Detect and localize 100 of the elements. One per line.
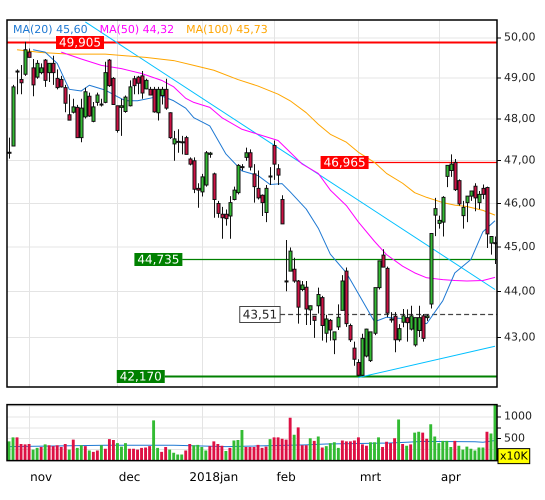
bar [469,448,472,461]
y-tick-label: 43,00 [504,330,536,344]
bar [52,446,55,461]
bar [365,446,368,461]
bar [272,437,276,461]
bar [457,446,460,461]
bar [32,450,35,461]
bar [393,438,396,461]
bar [477,447,480,461]
bar [84,446,87,461]
bar [268,439,272,461]
bar [216,444,220,461]
bar [288,418,292,461]
bar [409,444,412,461]
bar [465,446,468,461]
bar [417,432,420,461]
y-tick-label: 45,00 [504,240,536,253]
ref-line-label: 43,51 [242,308,278,322]
bar [116,443,119,461]
bar [36,448,39,461]
bar [212,441,216,461]
y-tick-label: 50,00 [504,30,536,44]
bar [494,405,496,461]
bar [248,447,252,461]
bar [481,447,484,461]
bar [332,442,336,461]
bar [148,446,152,461]
bar [224,450,228,461]
ref-line-label: 49,905 [59,36,101,50]
bar [352,440,356,461]
bar [369,442,372,461]
bar [92,452,95,461]
bar [128,448,131,461]
bar [413,432,416,461]
ref-line-label: 46,965 [324,156,366,170]
y-tick-label: 46,00 [504,196,536,210]
bar [28,444,31,461]
bar [120,446,123,461]
bar [164,447,168,461]
y-tick-label: 44,00 [504,284,536,298]
bar [40,447,43,461]
bar [172,452,176,461]
x-tick-label: mrt [360,470,382,484]
bar [240,430,244,461]
bar [244,447,248,461]
bar [344,441,348,461]
bar [252,447,256,461]
bar [124,443,127,461]
bar [385,442,388,461]
bar [461,450,464,461]
bar [136,450,139,461]
bar [48,445,51,461]
ref-line-label: 42,170 [120,370,162,384]
text: MA(50) 44,32 [100,22,174,36]
y-tick-label: 48,00 [504,112,536,125]
bar [453,440,456,461]
y-axis-title: x10K [500,449,529,462]
text: MA(100) 45,73 [186,22,268,36]
text: MA(20) 45,60 [13,22,88,36]
x-tick-label: feb [276,470,296,484]
bar [16,437,18,461]
bar [296,427,300,461]
y-tick-label: 47,00 [504,154,536,167]
bar [292,434,296,461]
bar [260,448,264,461]
bar [204,450,208,461]
bar [44,444,47,461]
x-tick-label: 2018jan [189,470,238,484]
bar [356,437,360,461]
y-tick-label: 500 [504,432,525,445]
bar [220,446,224,461]
bar [88,450,91,461]
ref-line-label: 44,735 [137,252,180,267]
bar [256,444,260,461]
bar [264,446,268,461]
bar [100,445,103,461]
bar [328,443,332,461]
bar [397,419,400,461]
x-tick-label: dec [118,470,140,484]
bar [12,437,14,461]
bar [280,438,284,461]
bar [473,450,476,461]
bar [112,440,115,461]
x-tick-label: apr [440,470,461,484]
bar [108,439,111,461]
x-tick-label: nov [30,470,52,484]
bar [348,441,352,461]
bar [276,437,280,461]
bar [140,448,143,461]
bar [144,447,148,461]
y-tick-label: 49,00 [504,70,536,84]
bar [152,420,156,461]
bar [340,440,344,461]
bar [132,448,135,461]
y-tick-label: 1000 [504,410,532,423]
bar [168,450,172,461]
bar [486,432,488,461]
bar [377,437,380,461]
bar [405,446,408,461]
bar [232,440,236,461]
